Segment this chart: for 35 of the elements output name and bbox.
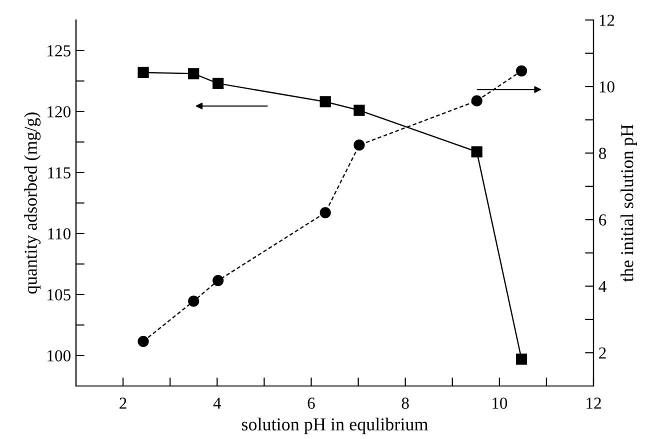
x-tick-label: 6 bbox=[308, 398, 315, 409]
y-axis-title: quantity adsorbed (mg/g) bbox=[24, 112, 41, 294]
point bbox=[471, 95, 482, 106]
y-tick-label: 115 bbox=[48, 167, 70, 178]
y2-tick-label: 12 bbox=[600, 14, 614, 26]
y-tick-label: 105 bbox=[48, 289, 70, 300]
y-tick-label: 120 bbox=[48, 106, 71, 118]
x-tick-label: 10 bbox=[492, 398, 508, 409]
y2-tick-label: 4 bbox=[598, 280, 606, 292]
y-tick-label: 110 bbox=[48, 228, 71, 240]
y-tick-label: 125 bbox=[48, 45, 70, 56]
y2-tick-label: 2 bbox=[599, 347, 606, 359]
point bbox=[212, 274, 224, 286]
point bbox=[354, 140, 365, 151]
y2-tick-label: 10 bbox=[600, 81, 614, 92]
point bbox=[188, 296, 200, 307]
x-tick-label: 12 bbox=[586, 398, 601, 409]
y2-axis-title: the initial solution pH bbox=[620, 124, 637, 282]
y2-tick-label: 6 bbox=[599, 214, 606, 226]
y-tick-label: 100 bbox=[48, 350, 71, 362]
x-tick-label: 4 bbox=[213, 398, 222, 409]
y2-tick-label: 8 bbox=[598, 148, 606, 160]
point bbox=[138, 336, 149, 347]
point bbox=[471, 146, 482, 158]
point bbox=[212, 78, 224, 89]
x-tick-label: 2 bbox=[120, 398, 126, 409]
x-tick-label: 8 bbox=[402, 398, 409, 409]
point bbox=[320, 207, 331, 218]
point bbox=[516, 354, 528, 365]
point bbox=[138, 66, 149, 78]
point bbox=[516, 65, 528, 76]
point bbox=[188, 68, 200, 80]
point bbox=[320, 96, 331, 108]
x-axis-title: solution pH in equlibrium bbox=[242, 418, 428, 434]
point bbox=[354, 104, 365, 116]
